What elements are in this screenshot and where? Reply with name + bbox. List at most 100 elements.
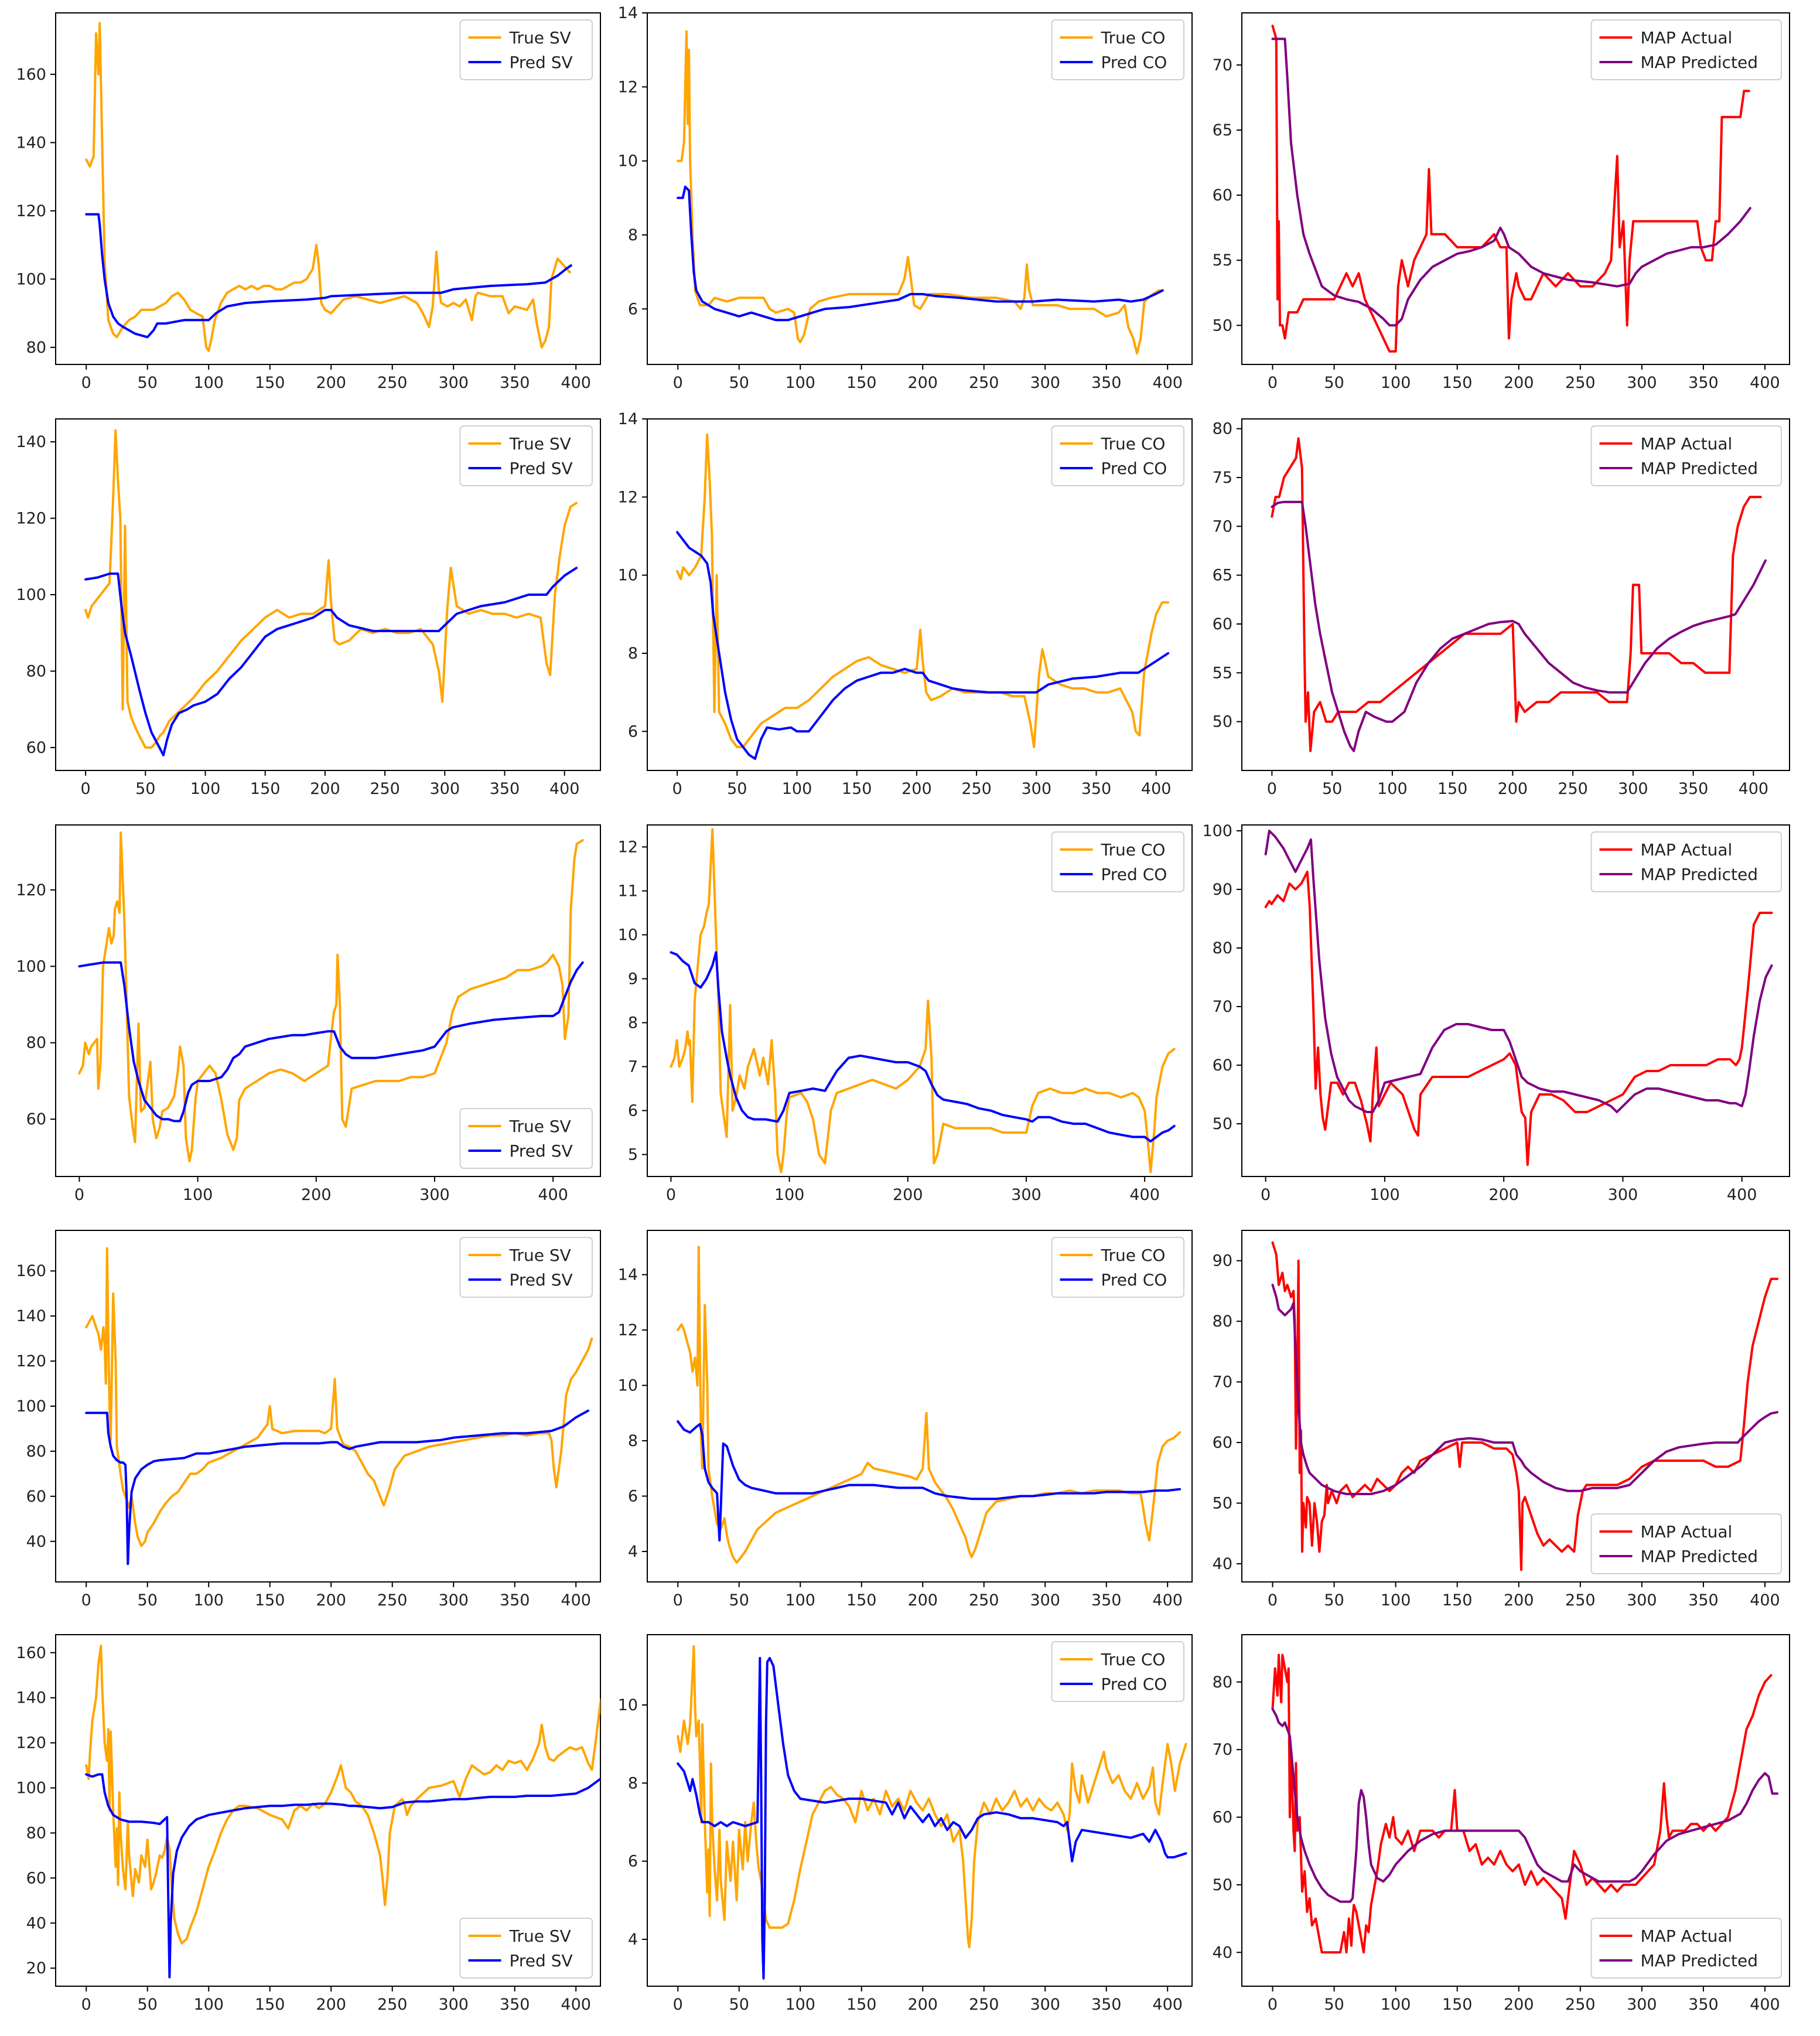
legend-label: Pred CO: [1101, 865, 1167, 884]
legend-label: MAP Actual: [1641, 1522, 1733, 1542]
y-tick-label: 60: [1213, 615, 1232, 633]
x-tick-label: 100: [1381, 374, 1411, 392]
y-tick-label: 60: [1213, 1809, 1232, 1827]
x-tick-label: 200: [1488, 1186, 1519, 1204]
axes-frame: [1241, 418, 1790, 771]
legend-label: Pred SV: [510, 1951, 573, 1970]
y-tick-label: 120: [16, 1734, 46, 1752]
x-tick-label: 50: [138, 1996, 158, 2014]
axes-frame: [1241, 824, 1790, 1177]
y-tick-label: 60: [26, 1488, 46, 1506]
x-tick-label: 0: [666, 1186, 676, 1204]
x-tick-label: 100: [1381, 1996, 1411, 2014]
legend-label: True CO: [1101, 1246, 1166, 1265]
series-line-pred-sv: [78, 961, 584, 1123]
plot-area: [84, 429, 578, 756]
y-tick-label: 10: [618, 1377, 638, 1395]
y-tick-label: 120: [16, 881, 46, 899]
series-line-map-predicted: [1271, 1284, 1778, 1495]
axes-frame: [647, 824, 1193, 1177]
legend-label: MAP Predicted: [1641, 1547, 1758, 1566]
x-tick-label: 150: [1442, 1996, 1473, 2014]
series-line-pred-sv: [84, 567, 578, 756]
x-tick-label: 250: [370, 780, 400, 798]
y-tick-label: 10: [618, 567, 638, 585]
legend-label: Pred SV: [510, 1141, 573, 1161]
y-tick-label: 70: [1213, 517, 1232, 536]
x-tick-label: 250: [377, 374, 408, 392]
y-tick-label: 14: [618, 1266, 638, 1284]
legend-box: [459, 19, 593, 80]
y-tick-label: 70: [1213, 998, 1232, 1016]
series-line-true-sv: [78, 831, 584, 1162]
y-tick-label: 50: [1213, 1495, 1232, 1513]
plot-area: [1271, 25, 1751, 353]
x-tick-label: 400: [1739, 780, 1769, 798]
y-tick-label: 160: [16, 1644, 46, 1662]
legend-label: MAP Actual: [1641, 840, 1733, 860]
legend-label: Pred CO: [1101, 459, 1167, 478]
x-tick-label: 0: [1268, 1996, 1278, 2014]
x-tick-label: 100: [1377, 780, 1408, 798]
y-tick-label: 80: [1213, 939, 1232, 957]
legend-box: [1590, 425, 1782, 486]
x-tick-label: 150: [255, 374, 285, 392]
x-tick-label: 400: [1727, 1186, 1757, 1204]
legend-label: Pred SV: [510, 459, 573, 478]
legend-label: True CO: [1101, 1650, 1166, 1669]
legend: True SV Pred SV: [459, 1108, 593, 1169]
x-tick-label: 0: [1267, 780, 1277, 798]
x-tick-label: 0: [672, 780, 682, 798]
y-tick-label: 140: [16, 134, 46, 152]
y-tick-label: 100: [16, 586, 46, 604]
y-tick-label: 80: [26, 662, 46, 680]
y-tick-label: 90: [1213, 1252, 1232, 1270]
legend-box: [1051, 19, 1184, 80]
y-tick-label: 90: [1213, 881, 1232, 899]
y-tick-label: 6: [628, 300, 638, 318]
x-tick-label: 0: [673, 1591, 683, 1609]
series-line-map-actual: [1264, 871, 1773, 1166]
series-line-map-actual: [1271, 1653, 1773, 1954]
x-tick-label: 200: [316, 1996, 346, 2014]
y-tick-label: 80: [1213, 1312, 1232, 1331]
legend: True CO Pred CO: [1051, 1237, 1184, 1298]
x-tick-label: 350: [1091, 1591, 1122, 1609]
x-tick-label: 50: [135, 780, 155, 798]
y-tick-label: 75: [1213, 469, 1232, 487]
x-tick-label: 250: [377, 1591, 408, 1609]
x-tick-label: 0: [81, 374, 91, 392]
axes-frame: [1241, 1230, 1790, 1583]
y-tick-label: 40: [26, 1914, 46, 1932]
x-tick-label: 350: [500, 1996, 530, 2014]
x-tick-label: 200: [1504, 1591, 1534, 1609]
x-tick-label: 50: [729, 1996, 749, 2014]
legend-box: [459, 1237, 593, 1298]
series-line-map-predicted: [1264, 830, 1773, 1113]
y-tick-label: 50: [1213, 316, 1232, 335]
y-tick-label: 100: [16, 1397, 46, 1416]
x-tick-label: 400: [1152, 1591, 1183, 1609]
x-tick-label: 350: [500, 374, 530, 392]
legend-label: Pred SV: [510, 53, 573, 72]
x-tick-label: 400: [1152, 374, 1183, 392]
x-tick-label: 200: [316, 1591, 346, 1609]
x-tick-label: 100: [190, 780, 221, 798]
series-line-map-actual: [1271, 25, 1750, 353]
y-tick-label: 6: [628, 1488, 638, 1506]
y-tick-label: 8: [628, 1432, 638, 1450]
x-tick-label: 400: [1129, 1186, 1160, 1204]
x-tick-label: 250: [1558, 780, 1588, 798]
x-tick-label: 200: [1504, 1996, 1534, 2014]
x-tick-label: 250: [969, 374, 999, 392]
legend: True CO Pred CO: [1051, 19, 1184, 80]
x-tick-label: 400: [561, 1591, 591, 1609]
